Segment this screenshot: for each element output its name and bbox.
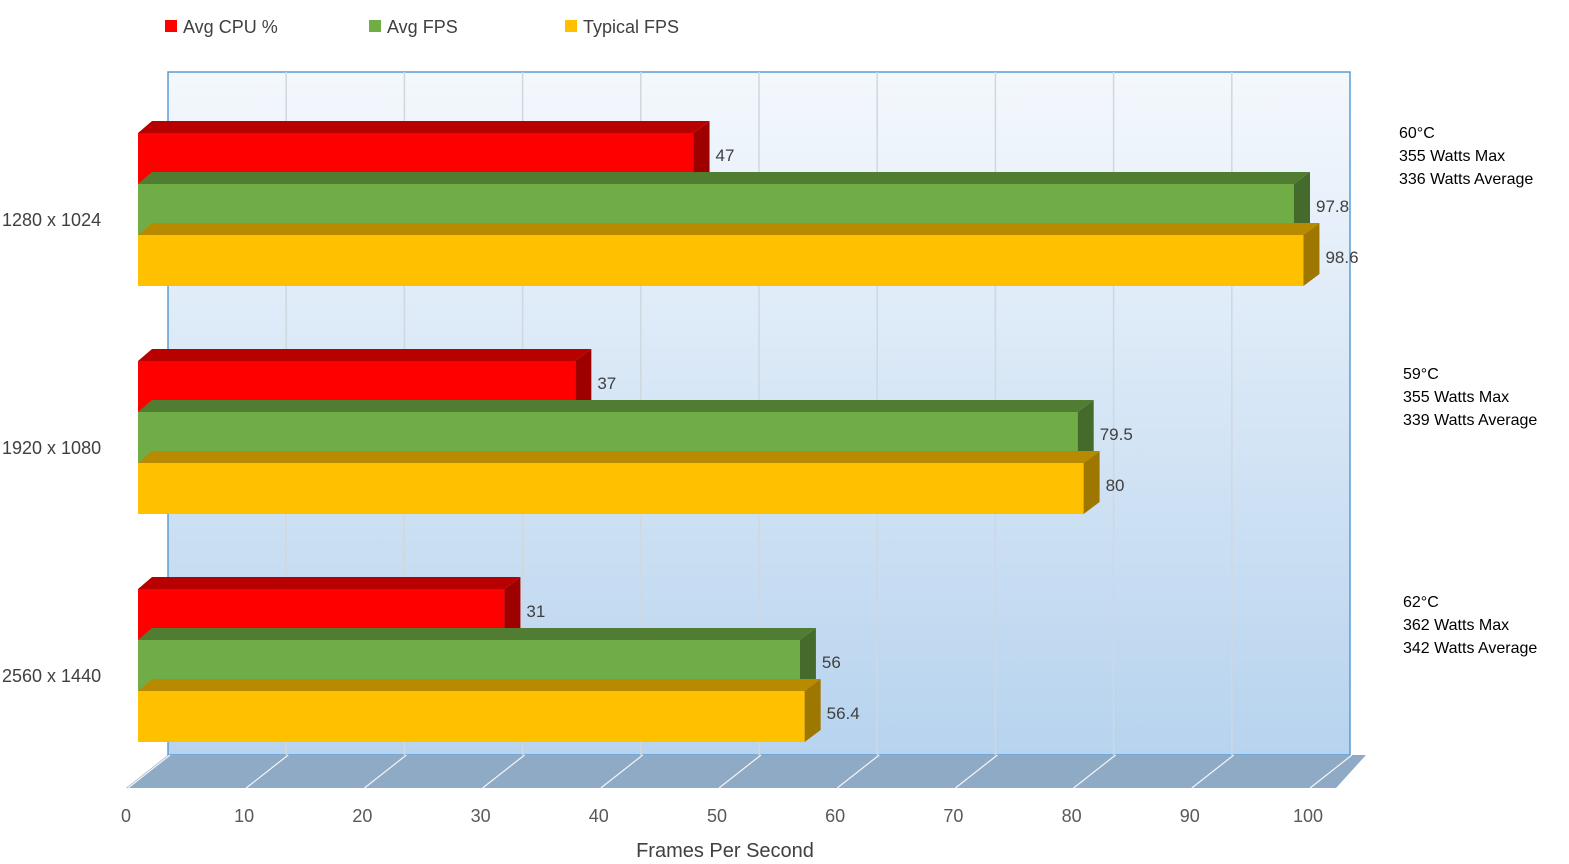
bar-top-face	[138, 349, 592, 361]
category-label: 2560 x 1440	[2, 666, 101, 686]
floor-gridline	[955, 754, 998, 789]
data-label: 98.6	[1325, 248, 1358, 267]
annotation-line: 60°C	[1399, 125, 1435, 142]
bar-end-face	[1293, 172, 1310, 235]
bar-top-face	[138, 577, 521, 589]
x-tick-label: 0	[121, 806, 131, 826]
data-label: 31	[526, 602, 545, 621]
floor-gridline	[364, 754, 407, 789]
x-tick-label: 70	[943, 806, 963, 826]
data-label: 37	[597, 374, 616, 393]
data-label: 47	[716, 146, 735, 165]
x-tick-label: 80	[1062, 806, 1082, 826]
legend-swatch	[165, 20, 177, 32]
floor-gridline	[1073, 754, 1116, 789]
bar-end-face	[575, 349, 592, 412]
x-axis-title: Frames Per Second	[636, 840, 814, 862]
annotation-line: 336 Watts Average	[1399, 171, 1533, 188]
x-tick-label: 60	[825, 806, 845, 826]
annotation-line: 342 Watts Average	[1403, 640, 1537, 657]
x-tick-label: 10	[234, 806, 254, 826]
data-label: 56	[822, 653, 841, 672]
legend-label: Typical FPS	[583, 17, 679, 37]
bar	[138, 235, 1304, 286]
bar-end-face	[504, 577, 521, 640]
x-tick-label: 40	[589, 806, 609, 826]
category-label: 1920 x 1080	[2, 438, 101, 458]
x-tick-label: 100	[1293, 806, 1323, 826]
data-label: 79.5	[1100, 425, 1133, 444]
category-label: 1280 x 1024	[2, 210, 101, 230]
data-label: 56.4	[827, 704, 860, 723]
floor-gridline	[482, 754, 525, 789]
bar-top-face	[138, 223, 1320, 235]
floor-gridline	[718, 754, 762, 789]
floor-gridline	[127, 754, 171, 789]
legend-swatch	[369, 20, 381, 32]
x-tick-label: 20	[352, 806, 372, 826]
annotation-line: 355 Watts Max	[1399, 148, 1505, 165]
bar-end-face	[1077, 400, 1094, 463]
x-tick-label: 30	[471, 806, 491, 826]
floor-gridline	[245, 754, 289, 789]
bar-end-face	[799, 628, 816, 691]
floor-gridline	[600, 754, 644, 789]
data-label: 97.8	[1316, 197, 1349, 216]
legend-label: Avg CPU %	[183, 17, 278, 37]
bar	[138, 691, 805, 742]
annotation-line: 59°C	[1403, 366, 1439, 383]
bar-end-face	[693, 121, 710, 184]
bar-top-face	[138, 628, 816, 640]
floor-gridline	[1191, 754, 1235, 789]
annotation-line: 62°C	[1403, 594, 1439, 611]
annotation-line: 339 Watts Average	[1403, 412, 1537, 429]
x-tick-label: 50	[707, 806, 727, 826]
annotation-line: 362 Watts Max	[1403, 617, 1509, 634]
legend-label: Avg FPS	[387, 17, 458, 37]
floor-gridline	[836, 754, 880, 789]
bar-end-face	[804, 679, 821, 742]
bar-top-face	[138, 451, 1100, 463]
legend-swatch	[565, 20, 577, 32]
data-label: 80	[1106, 476, 1125, 495]
bar-top-face	[138, 172, 1310, 184]
annotation-line: 355 Watts Max	[1403, 389, 1509, 406]
bar-top-face	[138, 400, 1094, 412]
bar-end-face	[1303, 223, 1320, 286]
bar-top-face	[138, 679, 821, 691]
floor-gridline	[1309, 754, 1353, 789]
chart-floor	[126, 755, 1366, 788]
x-tick-label: 90	[1180, 806, 1200, 826]
bar	[138, 463, 1084, 514]
bar-end-face	[1083, 451, 1100, 514]
bar-top-face	[138, 121, 710, 133]
